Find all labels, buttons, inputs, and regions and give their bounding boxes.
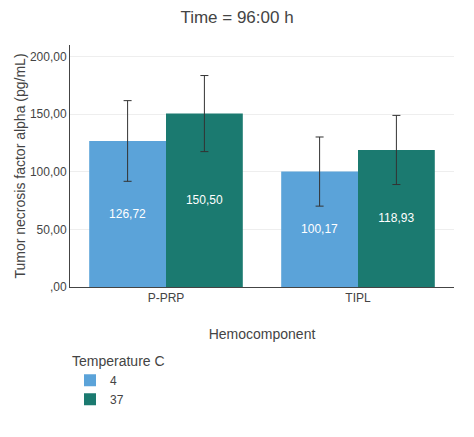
svg-text:150,50: 150,50 (186, 193, 223, 207)
svg-text:,00: ,00 (50, 280, 67, 294)
svg-text:Time = 96:00 h: Time = 96:00 h (180, 8, 293, 27)
svg-text:P-PRP: P-PRP (148, 291, 185, 305)
svg-text:37: 37 (110, 393, 124, 407)
svg-text:Tumor necrosis factor alpha (p: Tumor necrosis factor alpha (pg/mL) (12, 53, 28, 278)
svg-text:4: 4 (110, 374, 117, 388)
svg-text:100,17: 100,17 (301, 222, 338, 236)
svg-text:126,72: 126,72 (109, 207, 146, 221)
svg-text:100,00: 100,00 (30, 165, 67, 179)
svg-text:50,00: 50,00 (37, 223, 67, 237)
svg-text:200,00: 200,00 (30, 50, 67, 64)
svg-text:Temperature C: Temperature C (72, 353, 165, 369)
svg-text:TIPL: TIPL (345, 291, 371, 305)
svg-text:118,93: 118,93 (378, 211, 414, 225)
svg-text:150,00: 150,00 (30, 107, 67, 121)
svg-text:Hemocomponent: Hemocomponent (209, 326, 316, 342)
